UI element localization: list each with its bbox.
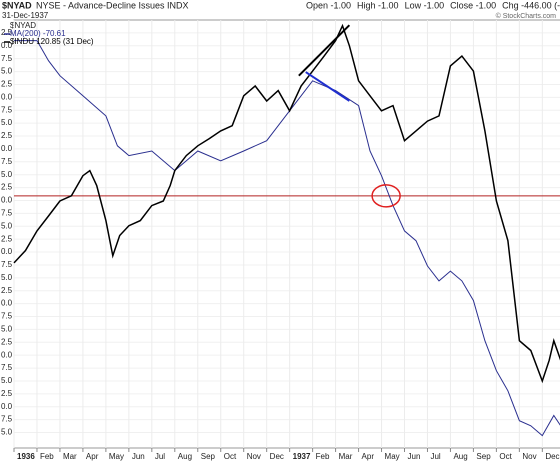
x-tick-label: 1937: [293, 452, 311, 461]
x-tick-label: Apr: [362, 452, 375, 461]
legend-label: $INDU 120.85 (31 Dec): [10, 37, 94, 46]
x-tick-label: Mar: [63, 452, 77, 461]
quote-item: Low -1.00: [405, 0, 445, 10]
y-tick-label: 2.5: [1, 183, 13, 192]
y-tick-label: 5.0: [1, 376, 13, 385]
x-tick-label: Jun: [408, 452, 421, 461]
series-line: [13, 23, 560, 384]
x-tick-label: Aug: [453, 452, 467, 461]
x-tick-label: 1936: [17, 452, 35, 461]
legend-label: MA(200) -70.61: [10, 29, 66, 38]
y-tick-label: 0.0: [1, 350, 13, 359]
x-tick-label: Jul: [155, 452, 165, 461]
y-tick-label: 7.5: [1, 312, 13, 321]
chart-title: NYSE - Advance-Decline Issues INDX: [36, 0, 189, 10]
x-tick-label: Oct: [224, 452, 237, 461]
y-tick-label: 0.0: [1, 299, 13, 308]
y-tick-label: 5.0: [1, 428, 13, 437]
x-tick-label: Nov: [247, 452, 261, 461]
date: 31-Dec-1937: [2, 11, 49, 20]
circle-annotation: [371, 184, 401, 208]
x-tick-label: Oct: [499, 452, 512, 461]
symbol: $NYAD: [2, 0, 32, 10]
quote-item: Open -1.00: [306, 0, 351, 10]
x-tick-label: Apr: [86, 452, 99, 461]
y-tick-label: 7.5: [1, 363, 13, 372]
x-tick-label: Jun: [132, 452, 145, 461]
y-tick-label: 5.0: [1, 273, 13, 282]
y-tick-label: 7.5: [1, 415, 13, 424]
x-tick-label: Dec: [270, 452, 284, 461]
y-tick-label: 7.5: [1, 260, 13, 269]
y-tick-label: 2.5: [1, 337, 13, 346]
y-tick-label: 2.5: [1, 80, 13, 89]
y-tick-label: 5.0: [1, 221, 13, 230]
y-tick-label: 0.0: [1, 92, 13, 101]
x-tick-label: Sep: [201, 452, 216, 461]
y-tick-label: 5.0: [1, 118, 13, 127]
y-tick-label: 7.5: [1, 208, 13, 217]
x-tick-label: Sep: [476, 452, 491, 461]
y-tick-label: 0.0: [1, 144, 13, 153]
y-tick-label: 7.5: [1, 157, 13, 166]
quote-item: Chg -446.00 (-100.22: [502, 0, 560, 10]
trendline: [305, 71, 350, 102]
y-tick-label: 0.0: [1, 41, 13, 50]
quote-item: High -1.00: [357, 0, 399, 10]
y-tick-label: 2.5: [1, 286, 13, 295]
x-tick-label: Nov: [522, 452, 536, 461]
y-tick-label: 5.0: [1, 325, 13, 334]
y-tick-label: 0.0: [1, 402, 13, 411]
y-tick-label: 0.0: [1, 247, 13, 256]
y-tick-label: 2.5: [1, 389, 13, 398]
y-tick-label: 2.5: [1, 234, 13, 243]
quote-item: Close -1.00: [450, 0, 496, 10]
x-tick-label: Mar: [339, 452, 353, 461]
source: © StockCharts.com: [496, 12, 557, 20]
y-tick-label: 7.5: [1, 54, 13, 63]
legend-title: $NYAD: [10, 21, 36, 30]
y-tick-label: 7.5: [1, 105, 13, 114]
trendline: [298, 24, 351, 77]
x-tick-label: Dec: [545, 452, 559, 461]
x-tick-label: May: [385, 452, 400, 461]
y-tick-label: 5.0: [1, 67, 13, 76]
x-tick-label: May: [109, 452, 124, 461]
y-tick-label: 2.5: [1, 131, 13, 140]
x-tick-label: Feb: [40, 452, 54, 461]
y-tick-label: 2.5: [1, 28, 13, 37]
y-tick-label: 5.0: [1, 170, 13, 179]
x-tick-label: Aug: [178, 452, 192, 461]
x-tick-label: Jul: [430, 452, 440, 461]
y-tick-label: 0.0: [1, 196, 13, 205]
x-tick-label: Feb: [316, 452, 330, 461]
series-line: [14, 40, 560, 437]
